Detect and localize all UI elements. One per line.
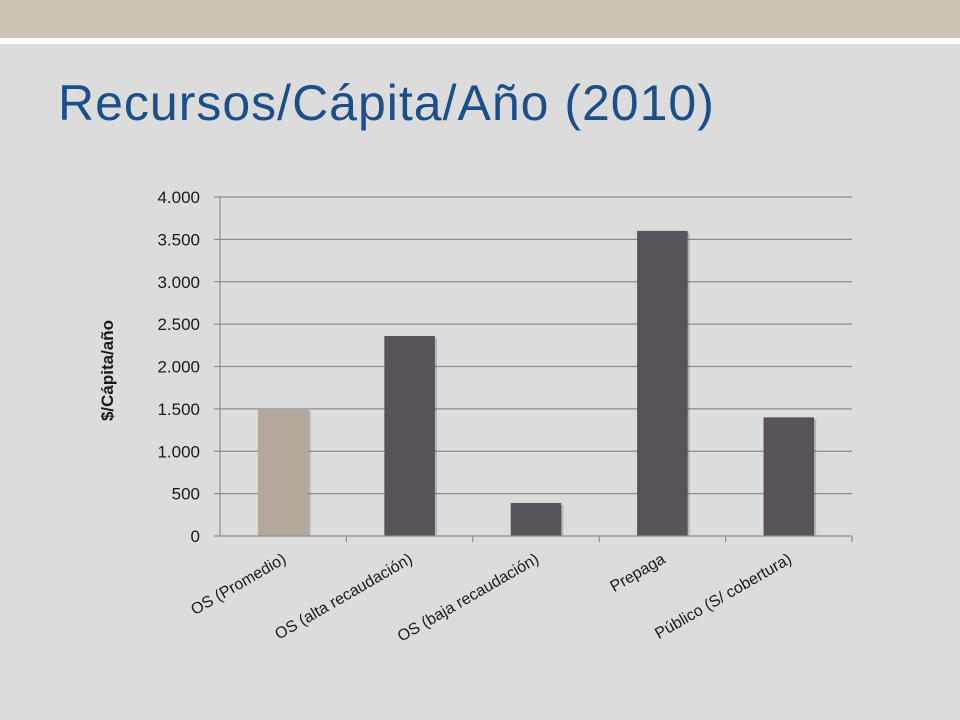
top-band — [0, 0, 960, 38]
slide-title: Recursos/Cápita/Año (2010) — [58, 75, 715, 131]
y-tick-label: 3.000 — [157, 273, 200, 292]
bar — [763, 417, 815, 536]
bars — [257, 230, 817, 536]
y-tick-label: 1.000 — [157, 442, 200, 461]
y-tick-label: 0 — [191, 527, 200, 546]
bar — [637, 230, 688, 536]
top-divider — [0, 38, 960, 44]
y-tick-label: 1.500 — [157, 400, 200, 419]
x-category-label: OS (Promedio) — [188, 551, 289, 619]
x-category-label: OS (alta recaudación) — [272, 551, 415, 644]
bar — [510, 502, 562, 536]
x-category-label: OS (baja recaudación) — [395, 551, 542, 646]
gridlines — [220, 196, 852, 495]
bar — [384, 335, 435, 536]
y-axis-title: $/Cápita/año — [98, 320, 117, 421]
y-tick-labels: 0 500 1.000 1.500 2.000 2.500 3.000 3.500 4.000 — [157, 188, 200, 546]
y-tick-label: 2.000 — [157, 358, 200, 377]
y-tick-label: 2.500 — [157, 315, 200, 334]
axes — [214, 196, 853, 542]
bar — [257, 408, 309, 536]
y-tick-label: 3.500 — [157, 230, 200, 249]
x-category-labels: OS (Promedio)OS (alta recaudación)OS (ba… — [188, 551, 795, 646]
x-category-label: Prepaga — [608, 551, 669, 596]
y-tick-label: 4.000 — [157, 188, 200, 207]
y-tick-label: 500 — [172, 485, 200, 504]
x-category-label: Público (S/ cobertura) — [652, 551, 795, 643]
